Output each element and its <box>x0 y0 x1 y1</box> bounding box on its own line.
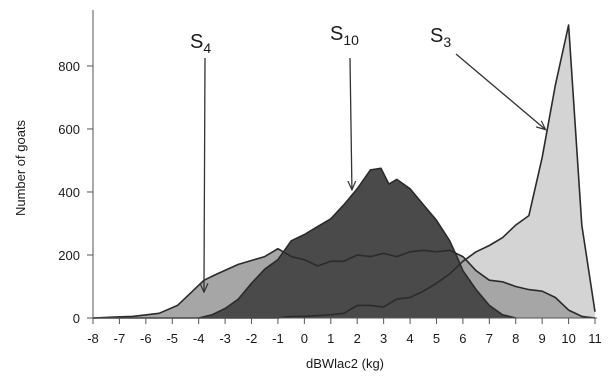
annotation-label: S4 <box>190 31 211 56</box>
y-tick-label: 400 <box>58 185 80 200</box>
x-tick-label: -5 <box>166 331 178 346</box>
y-tick-label: 0 <box>73 311 80 326</box>
x-tick-label: 2 <box>354 331 361 346</box>
series-outline-s3 <box>93 24 596 319</box>
annotation-subscript: 10 <box>343 32 359 48</box>
x-tick-label: 4 <box>406 331 413 346</box>
axes-layer <box>92 10 597 319</box>
x-tick-label: -8 <box>87 331 99 346</box>
x-tick-label: 8 <box>512 331 519 346</box>
x-tick-label: -3 <box>219 331 231 346</box>
x-tick-label: -4 <box>193 331 205 346</box>
x-tick-label: 10 <box>561 331 575 346</box>
x-tick-label: -1 <box>272 331 284 346</box>
y-tick-label: 600 <box>58 122 80 137</box>
ticks-layer: -8 -7 -6 -5 -4 -3 -2 -1 0 1 2 3 4 5 6 7 8 9 10 11 0 200 400 600… <box>58 59 601 346</box>
annotation-main: S <box>190 31 203 53</box>
x-tick-label: -2 <box>246 331 258 346</box>
x-tick-label: 6 <box>459 331 466 346</box>
annotation-label: S10 <box>330 23 359 48</box>
series-layer <box>92 24 596 319</box>
x-tick-label: 7 <box>486 331 493 346</box>
x-tick-label: -7 <box>114 331 126 346</box>
x-tick-label: 9 <box>539 331 546 346</box>
x-tick-label: 0 <box>301 331 308 346</box>
annotation-arrow <box>204 57 205 291</box>
x-axis-title: dBWlac2 (kg) <box>306 356 384 371</box>
annotation-arrow <box>350 57 352 189</box>
annotation-arrow <box>455 53 545 129</box>
series-area-s10 <box>198 168 516 318</box>
y-tick-label: 800 <box>58 59 80 74</box>
annotation-main: S <box>430 25 443 47</box>
x-tick-label: 5 <box>433 331 440 346</box>
y-tick-label: 200 <box>58 248 80 263</box>
annotation-label: S3 <box>430 25 451 50</box>
annotation-subscript: 3 <box>443 34 451 50</box>
y-axis-title: Number of goats <box>13 119 28 216</box>
annotation-subscript: 4 <box>203 40 211 56</box>
x-tick-label: -6 <box>140 331 152 346</box>
series-outline-s10 <box>198 167 516 319</box>
series-area-s3 <box>93 25 595 318</box>
annotation-main: S <box>330 23 343 45</box>
series-outline-s4 <box>92 247 596 319</box>
x-tick-label: 11 <box>588 331 602 346</box>
x-tick-label: 1 <box>327 331 334 346</box>
x-tick-label: 3 <box>380 331 387 346</box>
